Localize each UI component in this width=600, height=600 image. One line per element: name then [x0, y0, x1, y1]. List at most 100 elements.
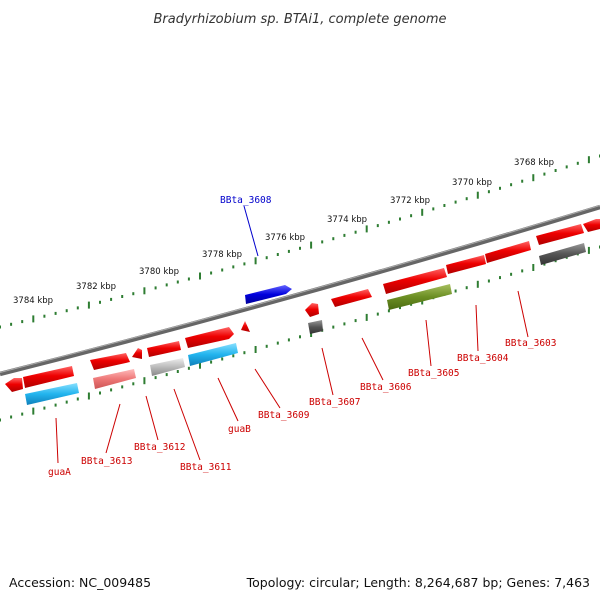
tick-label: 3776 kbp — [265, 233, 305, 243]
minor-tick — [210, 360, 213, 364]
major-tick — [532, 174, 535, 182]
minor-tick — [221, 357, 224, 361]
accession-text: Accession: NC_009485 — [9, 575, 152, 590]
minor-tick — [76, 397, 79, 401]
gene-arrow[interactable] — [305, 303, 319, 317]
minor-tick — [210, 271, 213, 275]
gene-arrow[interactable] — [23, 366, 74, 388]
gene-arrow[interactable] — [383, 268, 447, 294]
minor-tick — [299, 335, 301, 339]
minor-tick — [521, 269, 524, 273]
minor-tick — [10, 322, 13, 326]
major-tick — [421, 208, 424, 216]
gene-arrow[interactable] — [536, 224, 584, 245]
minor-tick — [21, 320, 24, 324]
minor-tick — [465, 197, 468, 201]
gene-label: BBta_3608 — [220, 195, 272, 206]
gene-label: guaA — [48, 467, 71, 478]
gene-label: BBta_3609 — [258, 410, 310, 421]
minor-tick — [521, 179, 524, 183]
minor-tick — [510, 183, 513, 187]
minor-tick — [399, 306, 401, 310]
minor-tick — [287, 338, 290, 342]
gene-arrow[interactable] — [132, 348, 142, 359]
gene-arrow[interactable] — [147, 341, 181, 357]
feature-block[interactable] — [539, 243, 586, 265]
tick-label: 3772 kbp — [390, 196, 430, 206]
minor-tick — [54, 311, 57, 315]
tick-label: 3770 kbp — [452, 178, 492, 188]
feature-block[interactable] — [188, 343, 238, 366]
tick-label: 3768 kbp — [514, 158, 554, 168]
minor-tick — [110, 388, 113, 392]
minor-tick — [332, 237, 335, 241]
minor-tick — [321, 240, 324, 244]
major-tick — [365, 225, 368, 233]
gene-label: BBta_3606 — [360, 382, 412, 393]
topology-text: Topology: circular; Length: 8,264,687 bp… — [246, 575, 590, 590]
minor-tick — [0, 418, 1, 422]
genome-backbone-highlight — [0, 205, 600, 373]
feature-block[interactable] — [308, 320, 323, 334]
major-tick — [143, 377, 146, 385]
minor-tick — [565, 165, 568, 169]
major-tick — [310, 241, 313, 249]
minor-tick — [576, 161, 579, 165]
gene-arrow[interactable] — [245, 285, 292, 304]
minor-tick — [99, 300, 101, 304]
major-tick — [365, 313, 368, 321]
feature-block[interactable] — [93, 369, 136, 389]
minor-tick — [65, 400, 68, 404]
minor-tick — [221, 268, 224, 272]
feature-block[interactable] — [387, 284, 452, 310]
minor-tick — [243, 262, 246, 266]
minor-tick — [299, 246, 301, 250]
gene-arrow[interactable] — [5, 378, 23, 392]
major-tick — [32, 407, 35, 415]
minor-tick — [276, 253, 279, 256]
gene-arrow[interactable] — [485, 241, 531, 263]
minor-tick — [243, 351, 246, 355]
inner-tick-ring — [0, 245, 600, 422]
major-tick — [587, 246, 590, 254]
minor-tick — [354, 319, 357, 323]
major-tick — [254, 346, 257, 353]
minor-tick — [454, 200, 457, 204]
minor-tick — [176, 280, 179, 284]
map-title: Bradyrhizobium sp. BTAi1, complete genom… — [153, 12, 446, 27]
minor-tick — [376, 312, 379, 316]
gene-label: BBta_3604 — [457, 353, 509, 364]
gene-arrow[interactable] — [241, 321, 250, 332]
minor-tick — [510, 272, 513, 276]
gene-arrow[interactable] — [446, 255, 486, 274]
gene-arrow[interactable] — [331, 289, 372, 307]
minor-tick — [399, 217, 401, 221]
tick-label: 3782 kbp — [76, 282, 116, 292]
gene-label: guaB — [228, 424, 251, 435]
minor-tick — [99, 391, 101, 395]
feature-block[interactable] — [25, 383, 79, 405]
feature-block[interactable] — [150, 358, 185, 376]
major-tick — [254, 257, 257, 265]
gene-label: BBta_3613 — [81, 456, 132, 467]
gene-arrow[interactable] — [185, 327, 234, 348]
minor-tick — [354, 230, 357, 234]
minor-tick — [76, 306, 79, 310]
minor-tick — [410, 214, 413, 218]
minor-tick — [132, 292, 135, 296]
major-tick — [532, 264, 535, 271]
major-tick — [199, 272, 201, 280]
minor-tick — [187, 277, 190, 281]
gene-label: BBta_3611 — [180, 462, 232, 473]
minor-tick — [287, 249, 290, 253]
gene-arrow[interactable] — [90, 353, 130, 370]
minor-tick — [54, 403, 57, 407]
minor-tick — [165, 373, 168, 377]
tick-label: 3780 kbp — [139, 267, 179, 277]
gene-arrow[interactable] — [583, 219, 600, 232]
minor-tick — [276, 341, 279, 345]
minor-tick — [543, 262, 546, 266]
minor-tick — [43, 406, 46, 410]
major-tick — [32, 315, 35, 323]
